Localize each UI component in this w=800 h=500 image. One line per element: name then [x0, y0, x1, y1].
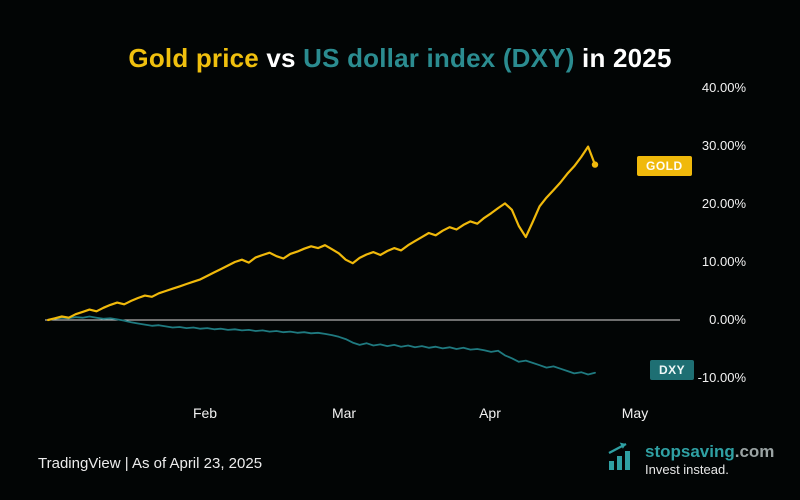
dxy-series-badge: DXY — [650, 360, 695, 380]
dxy-line — [47, 315, 596, 376]
brand-name-main: stopsaving — [645, 442, 735, 461]
y-tick-30: 30.00% — [701, 138, 746, 153]
title-year-segment: in 2025 — [574, 43, 672, 74]
title-gold-segment: Gold price — [128, 43, 259, 74]
x-tick-may: May — [621, 405, 649, 421]
y-tick-40: 40.00% — [701, 80, 746, 95]
source-attribution: TradingView | As of April 23, 2025 — [38, 455, 263, 472]
title-dxy-segment: US dollar index (DXY) — [303, 43, 575, 74]
y-tick-neg10: -10.00% — [697, 370, 746, 385]
title-vs-segment: vs — [258, 43, 304, 74]
x-tick-mar: Mar — [331, 405, 357, 421]
y-tick-10: 10.00% — [701, 254, 746, 269]
brand-logo: stopsaving.com Invest instead. — [604, 441, 774, 479]
brand-tagline: Invest instead. — [645, 462, 729, 478]
x-tick-feb: Feb — [192, 405, 218, 421]
gold-end-marker — [591, 161, 599, 168]
x-tick-apr: Apr — [479, 405, 501, 421]
page-title: Gold price vs US dollar index (DXY) in 2… — [0, 43, 800, 74]
gold-line — [46, 145, 597, 322]
brand-name-tld: .com — [734, 442, 775, 461]
bar-chart-arrow-icon — [608, 442, 630, 470]
brand-text-block: stopsaving.com Invest instead. — [645, 441, 774, 479]
brand-name: stopsaving.com — [645, 441, 774, 462]
y-tick-20: 20.00% — [701, 196, 746, 211]
y-tick-0: 0.00% — [709, 312, 746, 327]
gold-series-badge: GOLD — [637, 156, 692, 176]
